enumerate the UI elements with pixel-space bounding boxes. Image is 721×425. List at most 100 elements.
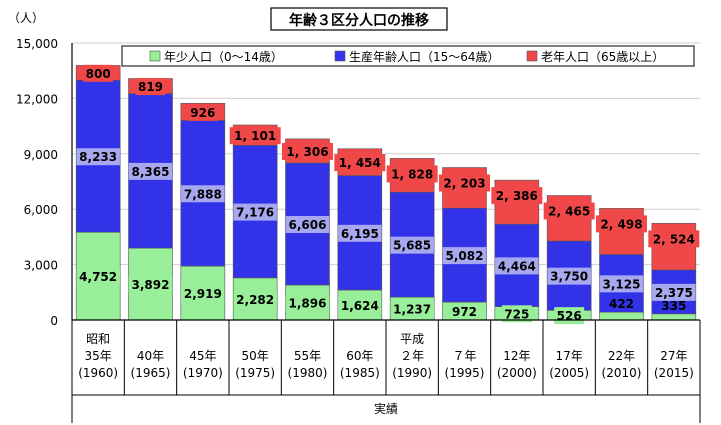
x-tick-label: (1975) [235, 366, 275, 380]
data-label: 2,919 [184, 287, 222, 301]
y-tick-label: 9,000 [24, 148, 58, 162]
y-tick-label: 0 [50, 314, 58, 328]
data-label-bg [334, 154, 386, 172]
data-label: 2, 465 [548, 205, 590, 219]
legend-label: 年少人口（0〜14歳） [164, 50, 283, 64]
data-label: 5,685 [393, 239, 431, 253]
axes [71, 43, 701, 423]
data-label: 2,282 [236, 293, 274, 307]
legend-swatch [526, 50, 538, 62]
x-tick-labels: 昭和 35年 (1960) 40年 (1965) 45年 (1970) 50年 (1975) 55… [78, 332, 694, 380]
data-label-bg [76, 148, 120, 166]
data-label: 926 [190, 106, 215, 120]
data-label-bg [648, 230, 700, 248]
bar-segment [599, 311, 644, 321]
data-label: 725 [504, 307, 529, 321]
y-tick-label: 6,000 [24, 203, 58, 217]
x-tick-label: 12年 [503, 349, 530, 363]
data-label-bg [599, 275, 644, 293]
x-tick-label: (1965) [131, 366, 171, 380]
x-tick-label: 45年 [189, 349, 216, 363]
data-label-bg [233, 290, 277, 308]
data-label-bg [501, 305, 532, 323]
data-label: 1,624 [341, 299, 379, 313]
x-tick-label: ７年 [452, 349, 476, 363]
x-tick-label: (1960) [78, 366, 118, 380]
data-label-bg [390, 300, 434, 318]
data-label: 4,464 [498, 259, 536, 273]
x-tick-label: 60年 [346, 349, 373, 363]
legend: 年少人口（0〜14歳） 生産年齢人口（15〜64歳） 老年人口（65歳以上） [121, 45, 695, 67]
data-label: 2, 203 [443, 177, 485, 191]
data-label-bg [543, 202, 595, 220]
data-label: 526 [557, 309, 582, 323]
data-labels: 4,752 8,233 800 3,892 8,365 819 2,919 7,888 926 2… [76, 64, 700, 325]
data-label: 335 [661, 299, 686, 313]
x-tick-label: (1970) [183, 366, 223, 380]
x-tick-label: 50年 [242, 349, 269, 363]
data-label-bg [83, 64, 114, 82]
legend-label: 老年人口（65歳以上） [541, 50, 664, 64]
data-label: 8,365 [132, 165, 170, 179]
data-label: 1, 454 [339, 156, 381, 170]
chart-title: 年齢３区分人口の推移 [270, 7, 448, 31]
x-tick-label: (1985) [340, 366, 380, 380]
data-label: 1, 101 [234, 129, 276, 143]
data-label-bg [76, 268, 120, 286]
y-tick-label: 3,000 [24, 259, 58, 273]
data-label: 3,750 [550, 270, 588, 284]
data-label-bg [285, 294, 330, 312]
x-tick-label: (2005) [549, 366, 589, 380]
y-unit-label: （人） [8, 11, 44, 25]
data-label: 4,752 [79, 270, 117, 284]
x-tick-label: 27年 [660, 349, 687, 363]
data-label: 800 [86, 67, 111, 81]
data-label-bg [229, 127, 281, 145]
data-label: 2, 498 [600, 217, 642, 231]
data-label: 8,233 [79, 150, 117, 164]
data-label: 1,237 [393, 303, 431, 317]
data-label-bg [338, 224, 382, 242]
chart-title-text: 年齢３区分人口の推移 [289, 12, 429, 29]
data-label: 2, 524 [653, 232, 695, 246]
x-tick-label: ２年 [400, 349, 424, 363]
x-tick-label: (2015) [654, 366, 694, 380]
x-tick-label: (2000) [497, 366, 537, 380]
x-tick-label: (1995) [445, 366, 485, 380]
data-label-bg [181, 285, 225, 303]
data-label-bg [135, 78, 166, 96]
bar-segment [651, 313, 697, 321]
x-tick-label: 昭和 [86, 332, 110, 346]
legend-swatch [334, 50, 346, 62]
data-label: 1, 828 [391, 167, 433, 181]
data-label-bg [282, 142, 333, 160]
x-tick-label: 55年 [294, 349, 321, 363]
data-label-bg [442, 247, 487, 265]
y-tick-label: 12,000 [16, 92, 58, 106]
y-tick-labels: 0 3,000 6,000 9,000 12,000 15,000 [16, 37, 58, 328]
data-label-bg [439, 174, 490, 192]
x-tick-label: 22年 [608, 349, 635, 363]
data-label: 7,176 [236, 206, 274, 220]
data-label: 3,892 [132, 278, 170, 292]
data-label: 1, 306 [286, 145, 328, 159]
legend-swatch [149, 50, 161, 62]
data-label: 7,888 [184, 187, 222, 201]
data-label-bg [386, 165, 438, 183]
data-label: 2,375 [655, 286, 693, 300]
data-label-bg [547, 267, 591, 285]
y-tick-label: 15,000 [16, 37, 58, 51]
data-label-bg [187, 103, 218, 121]
data-label-bg [128, 162, 173, 180]
x-tick-label: 35年 [85, 349, 112, 363]
data-label: 6,195 [341, 227, 379, 241]
x-tick-label: (2010) [602, 366, 642, 380]
data-label-bg [495, 257, 539, 275]
data-label-bg [233, 203, 277, 221]
data-label: 819 [138, 80, 163, 94]
data-label: 422 [609, 297, 634, 311]
data-label: 6,606 [289, 218, 327, 232]
data-label: 972 [452, 305, 477, 319]
data-label-bg [390, 236, 434, 254]
